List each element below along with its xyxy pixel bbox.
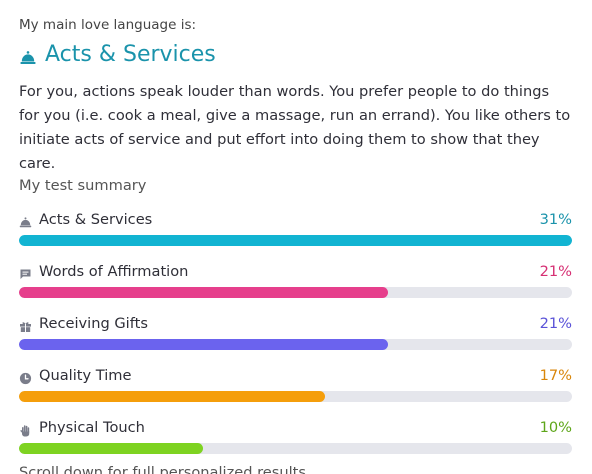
scroll-hint-text: Scroll down for full personalized result… <box>19 464 307 474</box>
description-text: For you, actions speak louder than words… <box>19 83 571 172</box>
progress-fill <box>19 339 388 350</box>
summary-heading: My test summary <box>19 177 147 194</box>
summary-row-label: Quality Time <box>39 367 132 384</box>
summary-row-label: Words of Affirmation <box>39 263 189 280</box>
summary-row-percent: 10% <box>539 419 572 436</box>
progress-track <box>19 339 572 350</box>
bell-icon <box>19 214 32 227</box>
progress-fill <box>19 391 325 402</box>
summary-row-percent: 21% <box>539 315 572 332</box>
progress-fill <box>19 443 203 454</box>
page-title: Acts & Services <box>19 40 216 70</box>
summary-row-label: Receiving Gifts <box>39 315 148 332</box>
summary-row-acts-services: Acts & Services 31% <box>19 209 572 249</box>
summary-row-words-of-affirmation: Words of Affirmation 21% <box>19 261 572 301</box>
eyebrow-text: My main love language is: <box>19 17 197 33</box>
clock-icon <box>19 370 32 384</box>
progress-fill <box>19 287 388 298</box>
bell-icon <box>19 46 37 64</box>
progress-fill <box>19 235 572 246</box>
gift-icon <box>19 318 32 332</box>
progress-track <box>19 287 572 298</box>
summary-row-receiving-gifts: Receiving Gifts 21% <box>19 313 572 353</box>
summary-row-physical-touch: Physical Touch 10% <box>19 417 572 457</box>
title-text: Acts & Services <box>45 42 216 67</box>
summary-row-label: Physical Touch <box>39 419 145 436</box>
progress-track <box>19 443 572 454</box>
hand-icon <box>19 422 32 436</box>
chat-icon <box>19 266 32 279</box>
summary-row-quality-time: Quality Time 17% <box>19 365 572 405</box>
progress-track <box>19 391 572 402</box>
summary-row-percent: 17% <box>539 367 572 384</box>
summary-row-label: Acts & Services <box>39 211 153 228</box>
progress-track <box>19 235 572 246</box>
summary-row-percent: 21% <box>539 263 572 280</box>
summary-row-percent: 31% <box>539 211 572 228</box>
